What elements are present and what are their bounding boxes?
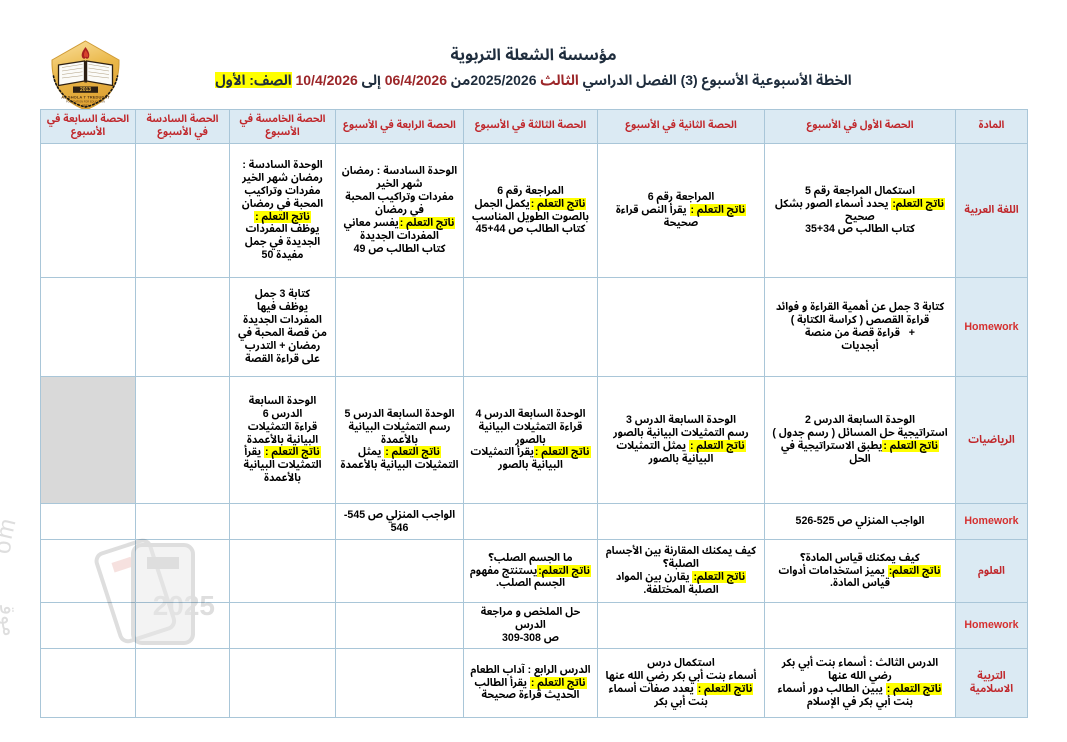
svg-text:almanahj.com: almanahj.com — [0, 450, 22, 555]
svg-text:موقع المناهج الإماراتية: موقع المناهج الإماراتية — [0, 450, 22, 638]
